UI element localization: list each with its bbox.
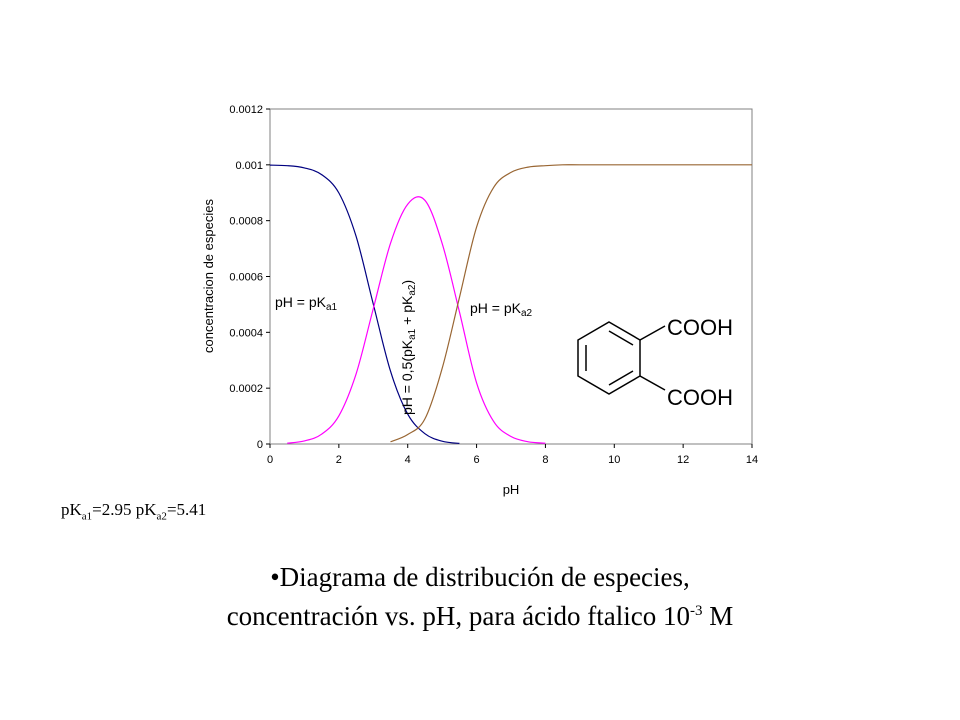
cooh-top: COOH bbox=[667, 315, 733, 340]
x-tick-label: 2 bbox=[336, 454, 342, 466]
y-tick-label: 0.0002 bbox=[229, 383, 263, 395]
caption-line-1: •Diagrama de distribución de especies, bbox=[270, 562, 690, 592]
x-tick-label: 8 bbox=[542, 454, 548, 466]
annotation-pka2: pH = pKa2 bbox=[470, 300, 533, 319]
y-tick-label: 0 bbox=[257, 439, 263, 451]
x-tick-label: 12 bbox=[677, 454, 689, 466]
series-line-1 bbox=[269, 164, 460, 444]
y-tick-label: 0.0006 bbox=[229, 272, 263, 284]
cooh-bottom: COOH bbox=[667, 385, 733, 410]
x-tick-label: 10 bbox=[608, 454, 620, 466]
x-axis-title: pH bbox=[503, 482, 520, 497]
bond-top bbox=[639, 325, 666, 341]
y-tick-label: 0.0004 bbox=[229, 327, 263, 339]
y-tick-label: 0.0012 bbox=[229, 104, 263, 116]
series-line-3 bbox=[390, 164, 752, 443]
x-tick-label: 6 bbox=[474, 454, 480, 466]
bond-bottom bbox=[639, 375, 666, 391]
series-line-2 bbox=[287, 196, 546, 444]
x-tick-label: 14 bbox=[746, 454, 758, 466]
y-axis-title: concentracion de especies bbox=[201, 199, 216, 353]
series-layer bbox=[269, 164, 752, 444]
ring-double-bond-1 bbox=[608, 330, 634, 346]
slide-caption: •Diagrama de distribución de especies, c… bbox=[180, 560, 780, 633]
y-tick-label: 0.001 bbox=[235, 160, 263, 172]
ring-double-bond-2 bbox=[608, 370, 634, 386]
x-tick-label: 0 bbox=[267, 454, 273, 466]
pka-values-note: pKa1=2.95 pKa2=5.41 bbox=[61, 500, 207, 523]
y-tick-label: 0.0008 bbox=[229, 216, 263, 228]
annotation-pka1: pH = pKa1 bbox=[275, 294, 338, 313]
x-tick-label: 4 bbox=[405, 454, 411, 466]
annotation-midpoint: pH = 0,5(pKa1 + pKa2) bbox=[399, 280, 418, 415]
caption-line-2: concentración vs. pH, para ácido ftalico… bbox=[226, 601, 734, 631]
phthalic-acid-structure: COOH COOH bbox=[577, 315, 733, 410]
axes: 0 2 4 6 8 10 12 14 0 0.0002 0.0004 0.0006 0.0008 0.00… bbox=[229, 104, 758, 466]
